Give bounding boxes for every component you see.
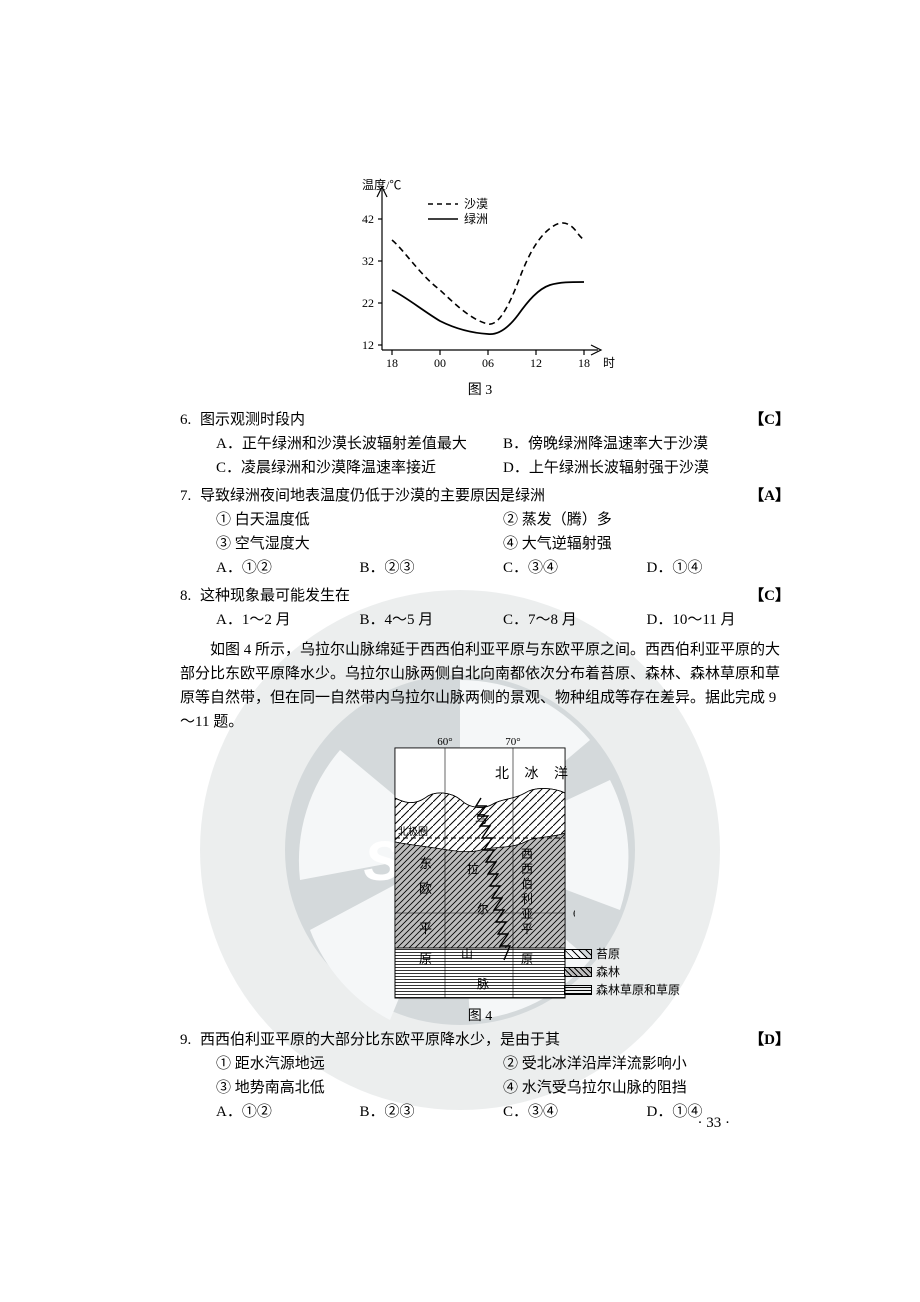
q9-item-2: ② 受北冰洋沿岸洋流影响小 [503,1052,780,1076]
q9-text: 西西伯利亚平原的大部分比东欧平原降水少，是由于其 [200,1028,560,1052]
y-tick-32: 32 [362,254,374,268]
svg-text:乌: 乌 [475,811,487,826]
q9-item-1: ① 距水汽源地远 [216,1052,493,1076]
q7-opt-b: B．②③ [360,556,494,580]
legend-desert: 沙漠 [464,197,488,211]
x-tick-18b: 18 [578,356,590,370]
q8-opt-c: C．7～8 月 [503,608,637,632]
q9-opt-b: B．②③ [360,1100,494,1124]
x-tick-00: 00 [434,356,446,370]
y-axis-label: 温度/℃ [362,177,401,192]
q8-opt-a: A．1～2 月 [216,608,350,632]
page-number: · 33 · [698,1115,731,1132]
lon-70: 70° [505,738,520,748]
q9-opt-a: A．①② [216,1100,350,1124]
svg-text:亚: 亚 [521,907,533,921]
q6-answer: 【C】 [749,408,790,432]
series-oasis [392,282,584,334]
x-tick-06: 06 [482,356,494,370]
x-axis-label: 时 [603,356,615,370]
arctic-ocean-label: 北 冰 洋 [495,766,574,782]
temperature-chart: 温度/℃ 12 22 32 42 18 00 06 12 18 时 沙漠 绿洲 [340,175,620,380]
q9-item-4: ④ 水汽受乌拉尔山脉的阻挡 [503,1076,780,1100]
q7-num: 7. [180,484,200,508]
q7-opt-d: D．①④ [647,556,781,580]
svg-text:利: 利 [521,892,533,906]
svg-text:平: 平 [419,921,432,936]
q7-opt-a: A．①② [216,556,350,580]
q6-text: 图示观测时段内 [200,408,305,432]
y-tick-22: 22 [362,296,374,310]
question-7: 7. 导致绿洲夜间地表温度仍低于沙漠的主要原因是绿洲 【A】 ① 白天温度低 ②… [180,484,780,580]
svg-text:西: 西 [521,847,533,861]
q8-opt-d: D．10～11 月 [647,608,781,632]
figure-4: 60° 70° 60° 北 冰 洋 北极圈 东 欧 平 原 乌 拉 尔 [180,738,780,1028]
q9-answer: 【D】 [749,1028,790,1052]
q8-opt-b: B．4～5 月 [360,608,494,632]
intro-text-2: 如图 4 所示，乌拉尔山脉绵延于西西伯利亚平原与东欧平原之间。西西伯利亚平原的大… [180,638,780,734]
q8-num: 8. [180,584,200,608]
legend-oasis: 绿洲 [464,211,488,226]
q7-item-2: ② 蒸发（腾）多 [503,508,780,532]
swatch-forest-icon [564,967,592,977]
lat-60: 60° [573,908,575,920]
figure-4-caption: 图 4 [180,1006,780,1028]
lon-60: 60° [437,738,452,748]
q6-opt-b: B．傍晚绿洲降温速率大于沙漠 [503,432,780,456]
y-tick-12: 12 [362,338,374,352]
svg-text:原: 原 [521,952,533,966]
svg-text:尔: 尔 [477,901,489,916]
q7-answer: 【A】 [749,484,790,508]
q8-text: 这种现象最可能发生在 [200,584,350,608]
page-content: 温度/℃ 12 22 32 42 18 00 06 12 18 时 沙漠 绿洲 [180,175,780,1128]
svg-text:拉: 拉 [467,861,479,876]
figure-3-caption: 图 3 [180,380,780,402]
q6-opt-c: C．凌晨绿洲和沙漠降温速率接近 [216,456,493,480]
q7-opt-c: C．③④ [503,556,637,580]
q6-opt-a: A．正午绿洲和沙漠长波辐射差值最大 [216,432,493,456]
x-tick-18a: 18 [386,356,398,370]
swatch-tundra-icon [564,949,592,959]
svg-text:东: 东 [419,856,432,871]
swatch-steppe-icon [564,985,592,995]
q7-item-4: ④ 大气逆辐射强 [503,532,780,556]
q6-num: 6. [180,408,200,432]
ural-map: 60° 70° 60° 北 冰 洋 北极圈 东 欧 平 原 乌 拉 尔 [385,738,575,1008]
legend-tundra: 苔原 [596,946,620,962]
svg-text:平: 平 [521,922,533,936]
x-tick-12: 12 [530,356,542,370]
svg-text:山: 山 [461,947,473,961]
q9-num: 9. [180,1028,200,1052]
legend-steppe: 森林草原和草原 [596,982,680,998]
question-9: 9. 西西伯利亚平原的大部分比东欧平原降水少，是由于其 【D】 ① 距水汽源地远… [180,1028,780,1124]
q8-answer: 【C】 [749,584,790,608]
q9-item-3: ③ 地势南高北低 [216,1076,493,1100]
y-tick-42: 42 [362,212,374,226]
arctic-circle-label: 北极圈 [398,825,428,838]
figure-3: 温度/℃ 12 22 32 42 18 00 06 12 18 时 沙漠 绿洲 [180,175,780,402]
q7-item-3: ③ 空气湿度大 [216,532,493,556]
map-legend: 苔原 森林 森林草原和草原 [564,946,680,1000]
svg-text:脉: 脉 [477,976,489,991]
q7-item-1: ① 白天温度低 [216,508,493,532]
q7-text: 导致绿洲夜间地表温度仍低于沙漠的主要原因是绿洲 [200,484,545,508]
q6-opt-d: D．上午绿洲长波辐射强于沙漠 [503,456,780,480]
question-6: 6. 图示观测时段内 【C】 A．正午绿洲和沙漠长波辐射差值最大 B．傍晚绿洲降… [180,408,780,480]
legend-forest: 森林 [596,964,620,980]
svg-text:伯: 伯 [521,876,533,891]
q9-opt-c: C．③④ [503,1100,637,1124]
svg-text:欧: 欧 [419,881,432,896]
svg-text:原: 原 [419,951,432,966]
question-8: 8. 这种现象最可能发生在 【C】 A．1～2 月 B．4～5 月 C．7～8 … [180,584,780,632]
svg-text:西: 西 [521,862,533,876]
